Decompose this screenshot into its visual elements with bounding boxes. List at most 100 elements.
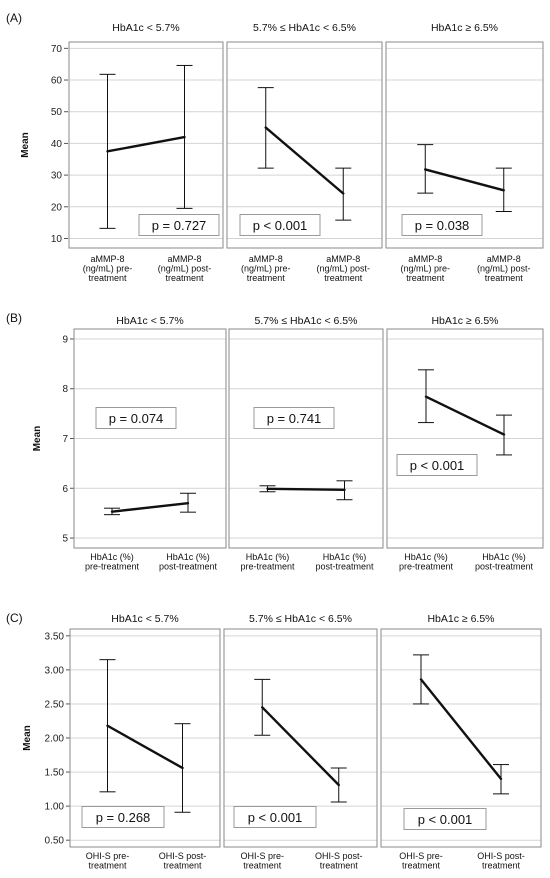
- p-value-label: p < 0.001: [410, 458, 465, 473]
- y-tick-label: 2.50: [45, 699, 65, 710]
- p-value-box: [95, 407, 177, 429]
- panel-1: HbA1c < 5.7%aMMP-8(ng/mL) pre-treatmenta…: [68, 22, 224, 283]
- figure-label: (B): [6, 311, 22, 325]
- panel-2: 5.7% ≤ HbA1c < 6.5% OHI-S pre-treatment OH…: [223, 613, 378, 871]
- y-tick-label: 2.00: [45, 734, 65, 745]
- x-label: OHI-S post-: [159, 851, 207, 861]
- panel-frame: [385, 41, 544, 249]
- panel-3: HbA1c ≥ 6.5%HbA1c (%)pre-treatmentHbA1c …: [386, 315, 544, 572]
- figure-label: (A): [6, 11, 22, 25]
- y-tick-label: 70: [51, 44, 63, 55]
- y-tick-label: 3.00: [45, 665, 65, 676]
- x-label: HbA1c (%): [323, 552, 367, 562]
- x-label: HbA1c (%): [166, 552, 210, 562]
- panel-title: 5.7% ≤ HbA1c < 6.5%: [253, 22, 356, 34]
- y-tick-label: 60: [51, 76, 63, 87]
- x-label: treatment: [88, 273, 127, 283]
- y-tick-label: 10: [51, 234, 63, 245]
- p-value-box: [239, 214, 321, 236]
- panel-frame: [386, 328, 544, 549]
- y-tick-label: 0.50: [45, 836, 65, 847]
- x-label: OHI-S pre-: [399, 851, 443, 861]
- panel-title: 5.7% ≤ HbA1c < 6.5%: [249, 613, 352, 625]
- panel-title: HbA1c < 5.7%: [111, 613, 178, 625]
- y-tick-label: 6: [62, 484, 68, 495]
- figure-c: (C) Mean 0.50 1.00 1.50 2.00 2.50 3.00 3.50 HbA1c…: [6, 611, 542, 871]
- x-label: pre-treatment: [240, 562, 295, 572]
- mean-line: [266, 487, 346, 491]
- panel-frame: [380, 628, 542, 848]
- x-label: OHI-S post-: [315, 851, 363, 861]
- panel-3: HbA1c ≥ 6.5%aMMP-8(ng/mL) pre-treatmenta…: [385, 22, 544, 283]
- y-tick-label: 40: [51, 139, 63, 150]
- x-label: post-treatment: [475, 562, 534, 572]
- mean-line: [261, 706, 340, 787]
- p-value-label: p = 0.727: [152, 218, 207, 233]
- y-tick-label: 3.50: [45, 631, 65, 642]
- x-label: treatment: [406, 273, 445, 283]
- mean-line: [106, 135, 186, 153]
- p-value-box: [233, 806, 317, 828]
- x-label: (ng/mL) post-: [316, 264, 370, 274]
- x-label: HbA1c (%): [246, 552, 290, 562]
- x-label: treatment: [485, 273, 524, 283]
- x-label: treatment: [163, 861, 202, 871]
- panel-title: HbA1c ≥ 6.5%: [431, 22, 498, 34]
- x-label: aMMP-8: [326, 254, 360, 264]
- x-label: treatment: [402, 861, 441, 871]
- panel-2: 5.7% ≤ HbA1c < 6.5%aMMP-8(ng/mL) pre-tre…: [226, 22, 383, 283]
- panel-frame: [69, 628, 221, 848]
- y-tick-label: 50: [51, 107, 63, 118]
- y-tick-label: 9: [62, 334, 68, 345]
- x-label: (ng/mL) post-: [477, 264, 531, 274]
- x-label: pre-treatment: [85, 562, 140, 572]
- x-label: treatment: [324, 273, 363, 283]
- x-label: HbA1c (%): [90, 552, 134, 562]
- x-label: post-treatment: [315, 562, 374, 572]
- p-value-label: p < 0.001: [253, 218, 308, 233]
- panel-frame: [228, 328, 384, 549]
- mean-line: [424, 168, 505, 192]
- y-axis-label: Mean: [32, 426, 43, 452]
- p-value-label: p = 0.268: [96, 810, 151, 825]
- x-label: treatment: [243, 861, 282, 871]
- p-value-box: [81, 806, 165, 828]
- x-label: (ng/mL) pre-: [241, 264, 291, 274]
- x-label: aMMP-8: [249, 254, 283, 264]
- x-label: aMMP-8: [487, 254, 521, 264]
- x-label: treatment: [247, 273, 286, 283]
- panel-title: HbA1c ≥ 6.5%: [431, 315, 498, 327]
- panel-title: HbA1c ≥ 6.5%: [427, 613, 494, 625]
- mean-line: [110, 502, 190, 513]
- mean-line: [264, 126, 345, 195]
- x-label: (ng/mL) post-: [158, 264, 212, 274]
- x-label: OHI-S post-: [477, 851, 525, 861]
- panel-frame: [223, 628, 378, 848]
- p-value-label: p = 0.038: [415, 218, 470, 233]
- x-label: treatment: [482, 861, 521, 871]
- panel-frame: [226, 41, 383, 249]
- p-value-label: p = 0.074: [109, 411, 164, 426]
- p-value-label: p < 0.001: [418, 812, 473, 827]
- y-tick-label: 7: [62, 434, 68, 445]
- p-value-box: [138, 214, 220, 236]
- panel-title: 5.7% ≤ HbA1c < 6.5%: [255, 315, 358, 327]
- y-tick-label: 1.00: [45, 802, 65, 813]
- p-value-box: [401, 214, 483, 236]
- x-label: OHI-S pre-: [240, 851, 284, 861]
- x-label: HbA1c (%): [482, 552, 526, 562]
- x-label: OHI-S pre-: [86, 851, 130, 861]
- p-value-box: [403, 808, 487, 830]
- figure-label: (C): [6, 611, 23, 625]
- mean-line: [424, 395, 506, 436]
- panel-frame: [73, 328, 227, 549]
- y-axis-label: Mean: [20, 132, 31, 158]
- panel-title: HbA1c < 5.7%: [116, 315, 183, 327]
- y-tick-label: 30: [51, 171, 63, 182]
- panel-title: HbA1c < 5.7%: [112, 22, 179, 34]
- mean-line: [419, 678, 503, 781]
- x-label: aMMP-8: [90, 254, 124, 264]
